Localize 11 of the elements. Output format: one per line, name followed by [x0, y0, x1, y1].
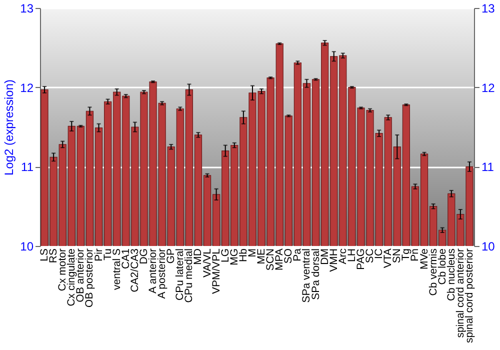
y2-tick-label: 10	[482, 240, 496, 254]
y2-tick-label: 12	[482, 80, 496, 95]
y-tick-label: 12	[20, 80, 34, 95]
y-tick-label: 10	[20, 240, 34, 254]
y2-tick-label: 11	[482, 160, 494, 174]
y-tick-label: 11	[21, 160, 34, 174]
y-tick-label: 13	[20, 2, 34, 16]
x-tick-label: RS	[48, 248, 60, 264]
y-axis-title: Log2 (expression)	[2, 79, 16, 176]
x-tick-label: A posterior	[156, 248, 168, 299]
y2-tick-label: 13	[482, 2, 496, 16]
